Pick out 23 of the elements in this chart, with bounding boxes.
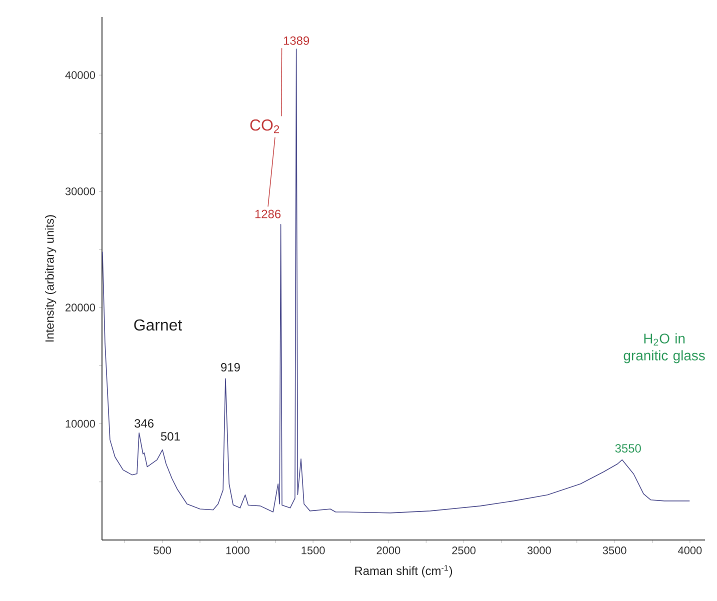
annotation: CO$_{2}$ [250,119,280,134]
x-tick-label: 3000 [527,546,551,554]
x-tick-label: 1000 [226,546,250,554]
y-tick-label: 20000 [66,304,96,312]
x-tick-label: 2000 [376,546,400,554]
x-tick-label: 2500 [452,546,476,554]
annotation: 1389 [284,36,310,45]
annotation: 1286 [255,210,281,218]
annotation: H$_{2}$O in granitic glass [624,333,705,364]
annotation: 501 [160,432,180,441]
annotation: 3550 [615,444,641,453]
annotation: Garnet [134,319,182,331]
y-tick-label: 40000 [65,71,96,79]
x-tick-label: 4000 [678,546,702,554]
y-tick-label: 10000 [66,420,96,428]
y-tick-label: 30000 [65,187,96,196]
annotation: 919 [221,363,240,372]
x-axis-title: Raman shift (cm$^{-1}$) [355,565,452,578]
x-tick-label: 500 [154,546,171,554]
x-tick-label: 1500 [302,546,325,554]
x-tick-label: 3500 [602,546,626,554]
y-axis-title: Intensity (arbitrary units) [45,215,56,342]
annotation: 346 [134,419,154,428]
